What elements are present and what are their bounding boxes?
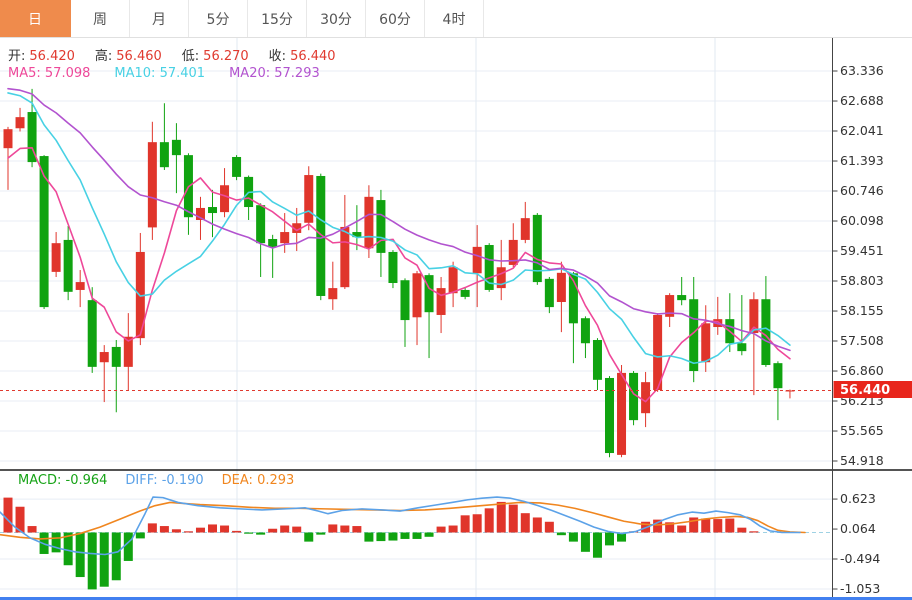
price-axis-labels: 63.336 62.688 62.041 61.393 60.746 60.098 59.4… xyxy=(832,63,884,468)
bottom-scrollbar xyxy=(0,597,912,600)
close-readout: 收: 56.440 xyxy=(268,49,336,64)
tab-timeframe-4[interactable]: 15分 xyxy=(248,0,307,37)
svg-text:58.803: 58.803 xyxy=(840,273,884,288)
svg-text:59.451: 59.451 xyxy=(840,243,884,258)
diff-value: DIFF: -0.190 xyxy=(125,473,204,488)
svg-text:62.688: 62.688 xyxy=(840,93,884,108)
svg-text:56.860: 56.860 xyxy=(840,363,884,378)
current-price-badge: 56.440 xyxy=(833,381,912,398)
macd-axis-labels: 0.623 0.064 -0.494 -1.053 xyxy=(832,491,880,596)
svg-text:56.440: 56.440 xyxy=(840,383,890,398)
ma20-line xyxy=(7,87,791,352)
tab-timeframe-6[interactable]: 60分 xyxy=(366,0,425,37)
tab-timeframe-0[interactable]: 日 xyxy=(0,0,71,37)
svg-text:57.508: 57.508 xyxy=(840,333,884,348)
ma-readout: MA5: 57.098 MA10: 57.401 MA20: 57.293 xyxy=(8,66,320,81)
tab-timeframe-7[interactable]: 4时 xyxy=(425,0,484,37)
ma5-readout: MA5: 57.098 xyxy=(8,66,91,81)
ma5-line xyxy=(7,147,791,403)
svg-text:63.336: 63.336 xyxy=(840,63,884,78)
svg-text:60.746: 60.746 xyxy=(840,183,884,198)
diff-line xyxy=(0,496,801,556)
open-readout: 开: 56.420 xyxy=(8,49,75,64)
svg-text:61.393: 61.393 xyxy=(840,153,884,168)
svg-text:0.064: 0.064 xyxy=(840,521,876,536)
tab-timeframe-5[interactable]: 30分 xyxy=(307,0,366,37)
macd-readout: MACD: -0.964 DIFF: -0.190 DEA: 0.293 xyxy=(18,473,294,488)
ma10-line xyxy=(7,92,791,365)
high-readout: 高: 56.460 xyxy=(94,49,162,64)
grid-layer xyxy=(0,38,832,597)
low-readout: 低: 56.270 xyxy=(181,49,249,64)
macd-value: MACD: -0.964 xyxy=(18,473,108,488)
timeframe-tabbar: 日周月 5分 15分 30分 60分 4时 xyxy=(0,0,912,38)
svg-text:62.041: 62.041 xyxy=(840,123,884,138)
svg-text:54.918: 54.918 xyxy=(840,453,884,468)
svg-text:58.155: 58.155 xyxy=(840,303,884,318)
macd-histogram xyxy=(3,497,759,590)
svg-text:-0.494: -0.494 xyxy=(840,551,880,566)
tab-timeframe-1[interactable]: 周 xyxy=(71,0,130,37)
dea-value: DEA: 0.293 xyxy=(221,473,295,488)
dea-line xyxy=(0,501,806,540)
ma20-readout: MA20: 57.293 xyxy=(229,66,320,81)
ma10-readout: MA10: 57.401 xyxy=(114,66,206,81)
tab-timeframe-2[interactable]: 月 xyxy=(130,0,189,37)
ohlc-readout: 开: 56.420 高: 56.460 低: 56.270 收: 56.440 xyxy=(8,45,336,64)
svg-text:-1.053: -1.053 xyxy=(840,581,880,596)
svg-text:0.623: 0.623 xyxy=(840,491,876,506)
tab-timeframe-3[interactable]: 5分 xyxy=(189,0,248,37)
svg-text:55.565: 55.565 xyxy=(840,423,884,438)
svg-text:60.098: 60.098 xyxy=(840,213,884,228)
